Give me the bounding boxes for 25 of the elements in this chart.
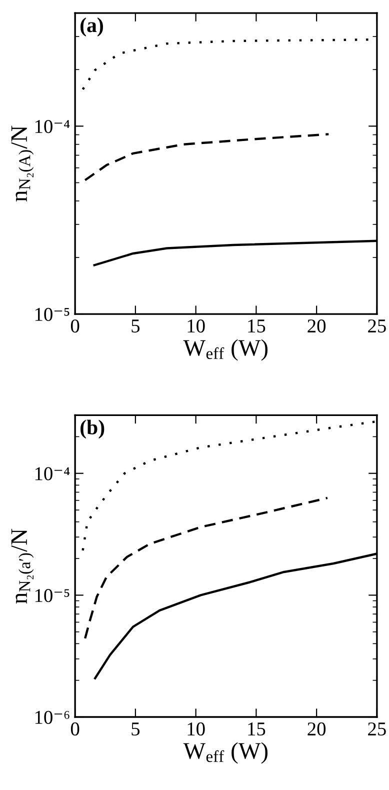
- x-tick-label: 15: [248, 320, 266, 333]
- x-tick-label: 5: [132, 722, 140, 736]
- x-tick-label: 20: [308, 319, 326, 333]
- line-series: [84, 133, 330, 182]
- line-series: [84, 496, 329, 640]
- annotation: (b): [80, 420, 104, 439]
- x-tick-label: 20: [308, 722, 326, 736]
- x-tick-label: 25: [368, 722, 386, 736]
- y-axis-title: n$_{N₂(a′)}$/N: [11, 528, 34, 604]
- x-tick-label: 15: [248, 722, 266, 736]
- y-tick-label: 10⁻⁴: [35, 120, 70, 134]
- y-tick-label: 10⁻⁵: [35, 588, 70, 602]
- x-tick-label: 25: [368, 320, 386, 333]
- x-axis-title: W$_{eff}$ (W): [183, 339, 268, 361]
- annotation: (a): [80, 18, 103, 36]
- x-tick-label: 10: [188, 319, 205, 333]
- x-tick-label: 0: [70, 319, 80, 333]
- y-tick-label: 10⁻⁶: [35, 710, 70, 724]
- y-tick-label: 10⁻⁴: [35, 467, 70, 480]
- x-tick-label: 0: [70, 722, 80, 736]
- y-tick-label: 10⁻⁵: [35, 308, 70, 321]
- x-tick-label: 10: [188, 722, 205, 736]
- x-tick-label: 5: [132, 320, 140, 333]
- x-axis-title: W$_{eff}$ (W): [183, 742, 268, 764]
- y-axis-title: n$_{N₂(A)}$/N: [11, 126, 34, 202]
